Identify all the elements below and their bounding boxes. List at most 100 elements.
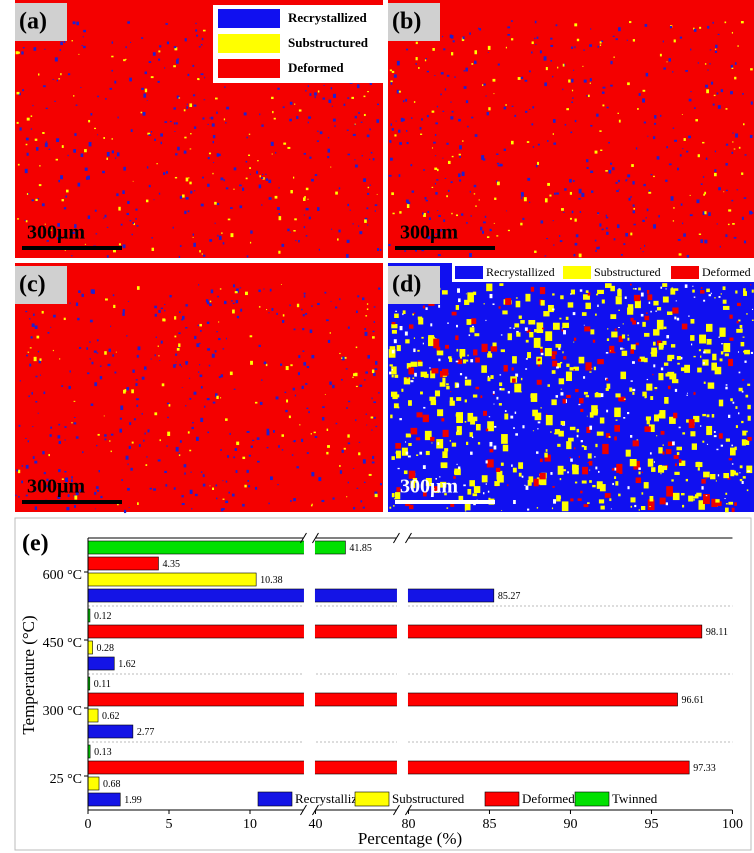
map-speckle	[190, 471, 192, 473]
map-speckle	[627, 411, 630, 415]
map-speckle	[220, 508, 224, 512]
map-speckle	[618, 309, 620, 311]
map-speckle	[525, 293, 531, 302]
map-speckle	[722, 305, 730, 310]
map-speckle	[606, 231, 609, 235]
map-speckle	[84, 167, 88, 171]
map-speckle	[708, 326, 711, 329]
map-speckle	[83, 45, 86, 49]
map-speckle	[406, 377, 409, 379]
map-speckle	[653, 329, 660, 336]
map-speckle	[423, 212, 426, 217]
map-speckle	[638, 358, 641, 362]
map-speckle	[663, 326, 667, 330]
map-speckle	[61, 199, 64, 202]
map-speckle	[492, 78, 496, 82]
map-speckle	[165, 484, 168, 487]
map-speckle	[442, 429, 449, 437]
map-speckle	[26, 193, 29, 195]
map-speckle	[697, 367, 702, 373]
map-speckle	[191, 508, 193, 510]
map-speckle	[394, 498, 396, 500]
map-speckle	[220, 449, 222, 451]
map-speckle	[642, 98, 645, 103]
map-speckle	[537, 421, 541, 424]
map-speckle	[556, 366, 559, 369]
map-speckle	[693, 28, 697, 32]
map-speckle	[232, 309, 235, 314]
map-speckle	[31, 199, 34, 202]
map-speckle	[525, 368, 528, 370]
map-speckle	[716, 448, 719, 451]
map-speckle	[54, 100, 56, 102]
map-speckle	[725, 438, 730, 442]
map-speckle	[547, 140, 549, 142]
map-speckle	[501, 434, 508, 444]
map-speckle	[398, 406, 400, 409]
map-speckle	[154, 412, 158, 416]
map-speckle	[432, 486, 440, 492]
map-speckle	[438, 214, 441, 217]
map-speckle	[415, 63, 417, 65]
map-speckle	[412, 313, 415, 316]
map-speckle	[121, 479, 123, 482]
map-speckle	[356, 310, 358, 314]
map-speckle	[343, 447, 346, 450]
map-speckle	[620, 347, 623, 350]
map-speckle	[199, 364, 201, 366]
map-speckle	[465, 441, 469, 446]
map-speckle	[458, 153, 461, 156]
scale-bar-label: 300μm	[400, 222, 458, 244]
map-speckle	[404, 250, 407, 252]
map-speckle	[714, 150, 717, 153]
map-speckle	[570, 458, 573, 462]
map-speckle	[724, 21, 727, 24]
map-speckle	[58, 423, 61, 426]
map-speckle	[490, 229, 492, 232]
map-speckle	[611, 167, 615, 171]
map-speckle	[218, 321, 220, 323]
map-speckle	[261, 379, 263, 381]
map-speckle	[448, 358, 453, 363]
map-speckle	[596, 246, 600, 250]
map-speckle	[504, 410, 507, 413]
map-speckle	[586, 95, 588, 97]
map-speckle	[144, 88, 148, 93]
map-speckle	[36, 147, 39, 151]
map-speckle	[698, 349, 701, 352]
map-speckle	[73, 504, 76, 508]
map-speckle	[647, 294, 653, 301]
map-speckle	[642, 251, 644, 253]
map-speckle	[395, 120, 397, 122]
map-speckle	[473, 184, 477, 188]
map-speckle	[518, 315, 522, 319]
map-speckle	[677, 167, 679, 171]
map-speckle	[391, 128, 394, 131]
map-speckle	[442, 377, 446, 383]
map-speckle	[688, 495, 694, 502]
map-speckle	[38, 359, 41, 364]
map-speckle	[341, 378, 343, 381]
map-speckle	[213, 162, 215, 164]
map-speckle	[346, 407, 348, 409]
map-speckle	[177, 146, 180, 151]
map-speckle	[95, 233, 98, 235]
map-speckle	[189, 377, 191, 379]
map-speckle	[743, 240, 747, 244]
map-speckle	[106, 157, 108, 160]
map-speckle	[227, 455, 229, 458]
map-speckle	[412, 477, 418, 483]
map-speckle	[710, 81, 714, 85]
map-speckle	[115, 351, 117, 353]
map-speckle	[515, 373, 519, 377]
map-speckle	[441, 418, 445, 422]
map-speckle	[335, 191, 338, 195]
x-tick-label: 0	[85, 817, 92, 832]
map-speckle	[724, 353, 729, 357]
map-speckle	[570, 131, 573, 134]
scale-bar	[395, 246, 495, 250]
map-speckle	[676, 446, 682, 451]
map-speckle	[411, 190, 415, 193]
map-speckle	[734, 502, 737, 506]
map-speckle	[25, 494, 28, 497]
